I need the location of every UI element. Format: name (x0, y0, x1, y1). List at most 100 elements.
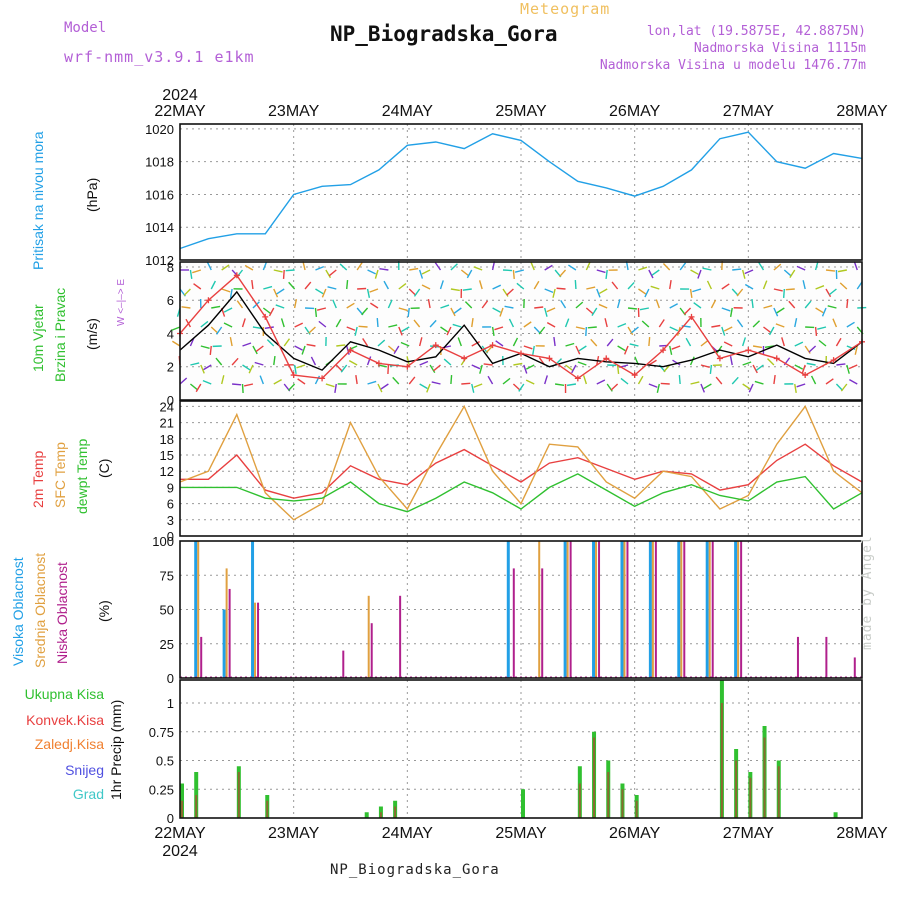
wind-arrow (232, 383, 242, 386)
wind-arrow (466, 269, 473, 279)
cloud-bar (222, 609, 226, 678)
wind-arrow (840, 383, 848, 392)
wind-arrow (627, 281, 635, 290)
wind-arrow (508, 318, 515, 328)
wind-arrow (723, 341, 733, 347)
wind-tick-label: 8 (167, 260, 174, 275)
precip-total-bar (833, 812, 838, 818)
wind-arrow (568, 264, 577, 271)
wind-arrow (538, 326, 546, 335)
wind-arrow (556, 287, 566, 290)
wind-arrow (669, 279, 672, 290)
wind-arrow (421, 284, 431, 290)
wind-arrow (516, 282, 525, 290)
wind-arrow (408, 288, 417, 296)
wind-arrow (768, 326, 775, 336)
cloud-bar (563, 541, 567, 678)
wind-arrow (731, 288, 739, 297)
cloud-bar (197, 541, 200, 678)
precip-tick-label: 0.25 (149, 782, 174, 797)
wind-arrow (413, 288, 421, 297)
cloud-tick-label: 50 (160, 603, 174, 618)
wind-arrow (736, 319, 744, 328)
wind-arrow (431, 381, 441, 385)
cloud-bar (677, 541, 681, 678)
temp-tick-label: 0 (167, 529, 174, 544)
wind-arrow (377, 383, 383, 393)
page-title: NP_Biogradska_Gora (330, 22, 558, 46)
cloud-bar (254, 602, 257, 678)
cloud-bar (740, 541, 743, 678)
cloud-bar (708, 541, 711, 678)
cloud-tick-label: 25 (160, 637, 174, 652)
wind-arrow (663, 364, 671, 373)
wind-arrow (776, 307, 785, 314)
wind-arrow (473, 266, 483, 271)
wind-arrow (794, 341, 804, 347)
wind-arrow (492, 307, 501, 313)
wind-arrow (854, 345, 858, 355)
wind-arrow (544, 375, 548, 385)
wind-arrow (314, 307, 318, 318)
wind-arrow (366, 356, 372, 366)
wind-arrow (387, 345, 396, 353)
precip-tick-label: 0.5 (156, 754, 174, 769)
wind-arrow (273, 269, 283, 273)
wind-arrow (697, 269, 702, 279)
wind-arrow (552, 288, 556, 298)
time-tick-bottom: 26MAY (609, 825, 661, 842)
cloud-bar (342, 650, 345, 678)
wind-arrow (327, 286, 337, 290)
wind-arrow (533, 280, 540, 290)
wind-arrow (835, 383, 844, 391)
wind-arrow (848, 364, 858, 370)
wind-arrow (512, 337, 519, 347)
wind-arrow (629, 343, 639, 347)
altitude: Nadmorska Visina 1115m (693, 41, 866, 56)
wind-arrow (596, 288, 601, 298)
cloud-bar (538, 541, 541, 678)
wind-arrow (357, 287, 367, 290)
temp-series-1 (179, 404, 863, 521)
wind-arrow (398, 326, 403, 336)
wind-arrow (361, 307, 369, 316)
precip-conv-bar (720, 703, 723, 818)
wind-arrow (794, 364, 804, 370)
wind-arrow (393, 345, 400, 355)
wind-gust-marker (319, 375, 326, 382)
wind-arrow (575, 301, 584, 309)
wind-arrow (689, 356, 695, 366)
precip-total-bar (364, 812, 369, 818)
wind-arrow (525, 379, 535, 385)
wind-arrow (471, 341, 480, 347)
wind-arrow (287, 383, 296, 392)
wind-arrow (268, 307, 275, 317)
wind-arrow (241, 318, 246, 328)
wind-arrow (293, 364, 297, 374)
wind-arrow (546, 307, 556, 313)
wind-arrow (426, 383, 431, 393)
wind-arrow (648, 359, 657, 366)
temp-series-0 (180, 443, 863, 499)
wind-arrow (796, 383, 806, 388)
wind-arrow (251, 279, 254, 290)
wind-arrow (283, 338, 291, 347)
wind-arrow (460, 269, 469, 277)
precip-conv-bar (379, 812, 382, 818)
wind-arrow (783, 269, 792, 277)
precip-conv-bar (181, 800, 183, 818)
cloud-bar (651, 541, 654, 678)
wind-arrow (273, 288, 279, 298)
wind-arrow (236, 300, 244, 309)
wind-arrow (356, 262, 363, 271)
wind-arrow (248, 364, 254, 374)
wind-arrow (544, 288, 554, 294)
wind-arrow (457, 337, 462, 347)
meteogram-label: Meteogram (520, 0, 611, 18)
wind-arrow (473, 383, 483, 388)
cloud-bar (737, 541, 740, 678)
cloud-bar (592, 541, 596, 678)
wind-arrow (700, 364, 710, 369)
wind-arrow (376, 317, 379, 328)
wind-arrow (275, 304, 285, 309)
